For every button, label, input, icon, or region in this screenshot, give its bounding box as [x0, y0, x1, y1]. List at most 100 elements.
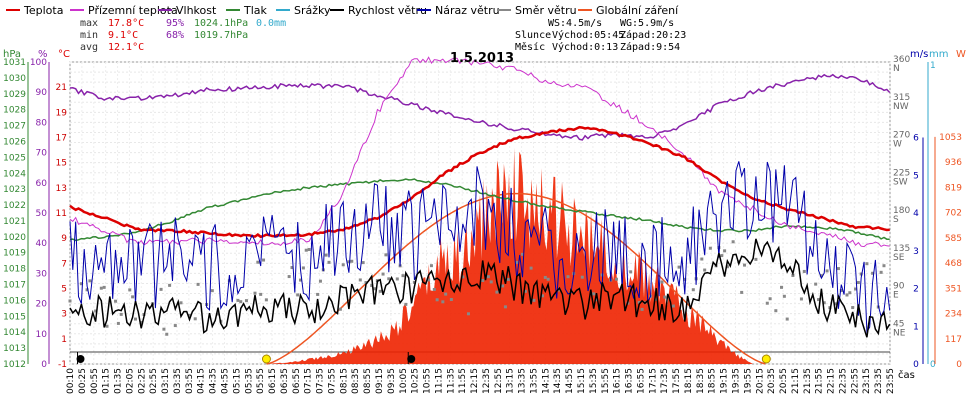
smer-vetru-point	[740, 290, 744, 294]
sun-marker	[761, 354, 771, 364]
smer-vetru-point	[529, 266, 533, 270]
stats-min-label: min	[80, 30, 98, 41]
x-tick-label: 04:35	[209, 368, 219, 394]
smer-vetru-point	[845, 293, 849, 297]
smer-vetru-point	[503, 305, 507, 309]
smer-vetru-point	[236, 298, 240, 302]
smer-vetru-point	[592, 292, 596, 296]
smer-vetru-point	[378, 289, 382, 293]
info-sun-set: Západ:20:23	[620, 29, 686, 41]
x-tick-label: 23:35	[874, 368, 884, 394]
x-tick-label: 04:15	[197, 368, 207, 394]
x-tick-label: 15:35	[589, 368, 599, 394]
x-tick-label: 23:55	[886, 368, 896, 394]
line-series	[68, 56, 891, 338]
x-tick-label: 08:35	[351, 368, 361, 394]
x-tick-label: 15:15	[577, 368, 587, 394]
smer-vetru-point	[341, 263, 345, 267]
dir-tick-label: 90	[893, 282, 905, 292]
wind-unit: m/s	[910, 49, 928, 60]
legend-label: Tlak	[243, 4, 268, 17]
solar-tick-label: 936	[945, 158, 962, 168]
x-tick-label: 12:55	[494, 368, 504, 394]
dir-cardinal-label: W	[893, 140, 902, 150]
stats-max-rain: 0.0mm	[256, 18, 286, 29]
smer-vetru-point	[350, 259, 354, 263]
axis-tick-label: 7	[61, 259, 67, 269]
smer-vetru-point	[677, 265, 681, 269]
smer-vetru-point	[395, 277, 399, 281]
smer-vetru-point	[780, 285, 784, 289]
smer-vetru-point	[88, 279, 92, 283]
dir-tick-label: 135	[893, 244, 910, 254]
axis-tick-label: 1020	[3, 233, 26, 243]
info-ws: WS:4.5m/s	[548, 18, 602, 29]
axis-tick-label: 40	[36, 239, 48, 249]
smer-vetru-point	[817, 298, 821, 302]
smer-vetru-point	[296, 293, 300, 297]
smer-vetru-point	[637, 301, 641, 305]
axis-tick-label: 1026	[3, 137, 26, 147]
x-tick-label: 01:15	[102, 368, 112, 394]
x-tick-label: 14:15	[541, 368, 551, 394]
smer-vetru-point	[256, 260, 260, 264]
smer-vetru-point	[819, 274, 823, 278]
smer-vetru-point	[131, 295, 135, 299]
smer-vetru-point	[501, 284, 505, 288]
smer-vetru-point	[444, 292, 448, 296]
smer-vetru-point	[782, 294, 786, 298]
smer-vetru-point	[316, 292, 320, 296]
axis-tick-label: 1	[61, 335, 67, 345]
wind-tick-label: 0	[913, 360, 919, 370]
x-tick-label: 21:55	[815, 368, 825, 394]
smer-vetru-point	[387, 277, 391, 281]
x-tick-label: 10:55	[423, 368, 433, 394]
smer-vetru-point	[848, 291, 852, 295]
x-tick-label: 07:35	[316, 368, 326, 394]
dir-cardinal-label: E	[893, 291, 899, 301]
smer-vetru-point	[449, 298, 453, 302]
axis-tick-label: 1029	[3, 90, 26, 100]
smer-vetru-point	[882, 264, 886, 268]
x-tick-label: 06:55	[292, 368, 302, 394]
smer-vetru-point	[432, 287, 436, 291]
smer-vetru-point	[629, 270, 633, 274]
rain-tick-label: 0	[930, 360, 936, 370]
info-moon: Měsíc	[515, 41, 545, 53]
wind-tick-label: 6	[913, 134, 919, 144]
axis-tick-label: 1012	[3, 360, 26, 370]
solar-tick-label: 819	[945, 183, 962, 193]
axis-tick-label: 1022	[3, 201, 26, 211]
tlak-line	[69, 178, 890, 242]
x-tick-label: 20:15	[755, 368, 765, 394]
x-tick-label: 03:55	[185, 368, 195, 394]
smer-vetru-point	[725, 265, 729, 269]
smer-vetru-point	[338, 307, 342, 311]
x-tick-label: 05:35	[244, 368, 254, 394]
solar-tick-label: 234	[945, 310, 962, 320]
smer-vetru-point	[159, 287, 163, 291]
solar-tick-label: 468	[945, 259, 962, 269]
x-tick-label: 16:35	[625, 368, 635, 394]
x-tick-label: 16:15	[613, 368, 623, 394]
wind-tick-label: 4	[913, 209, 919, 219]
wind-tick-label: 3	[913, 247, 919, 257]
x-tick-label: 17:35	[660, 368, 670, 394]
smer-vetru-point	[825, 269, 829, 273]
rychlost-vetru-line	[69, 238, 891, 338]
smer-vetru-point	[401, 274, 405, 278]
info-sun: Slunce	[515, 30, 551, 41]
smer-vetru-point	[836, 267, 840, 271]
smer-vetru-point	[301, 266, 305, 270]
smer-vetru-point	[179, 301, 183, 305]
x-tick-label: 10:05	[399, 368, 409, 394]
smer-vetru-point	[262, 258, 266, 262]
x-tick-label: 00:55	[90, 368, 100, 394]
x-tick-label: 05:55	[256, 368, 266, 394]
x-tick-label: 11:55	[458, 368, 468, 394]
smer-vetru-point	[723, 249, 727, 253]
dir-cardinal-label: NW	[893, 102, 909, 112]
smer-vetru-point	[216, 312, 220, 316]
smer-vetru-point	[834, 302, 838, 306]
